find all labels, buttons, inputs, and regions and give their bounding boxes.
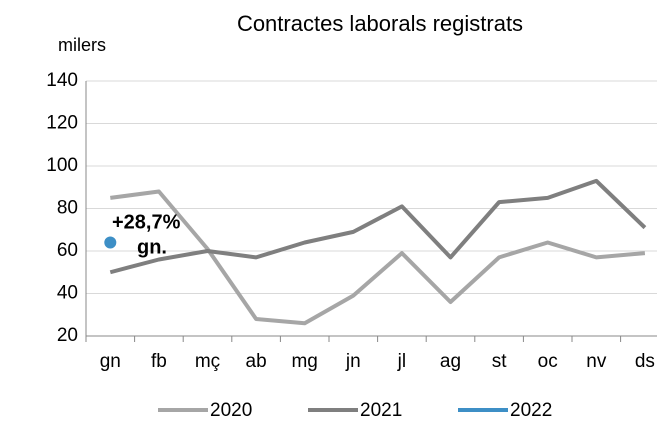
y-tick-label: 40 [57,283,78,304]
y-tick-label: 80 [57,198,78,219]
x-tick-label: jn [345,351,361,372]
legend-label: 2020 [210,400,252,421]
y-tick-label: 60 [57,240,78,261]
legend-label: 2021 [360,400,402,421]
x-tick-label: mç [195,351,220,372]
y-tick-label: 20 [57,325,78,346]
annotation: +28,7% [112,211,181,233]
y-tick-label: 120 [46,113,78,134]
series-line [110,189,646,326]
x-tick-label: mg [291,351,317,372]
x-tick-label: ab [246,351,267,372]
series-point [104,236,117,249]
legend-label: 2022 [510,400,552,421]
chart-title: Contractes laborals registrats [237,11,523,36]
annotation: gn. [137,236,167,258]
series-line [109,178,647,275]
x-tick-label: oc [538,351,558,372]
x-tick-label: fb [151,351,167,372]
y-axis-label: milers [58,35,106,55]
x-tick-label: jl [397,351,406,372]
x-tick-label: ag [440,351,461,372]
x-tick-label: gn [100,351,121,372]
x-tick-label: nv [586,351,607,372]
y-tick-label: 100 [46,155,78,176]
y-tick-label: 140 [46,70,78,91]
x-tick-label: st [492,351,508,372]
x-tick-label: ds [635,351,655,372]
